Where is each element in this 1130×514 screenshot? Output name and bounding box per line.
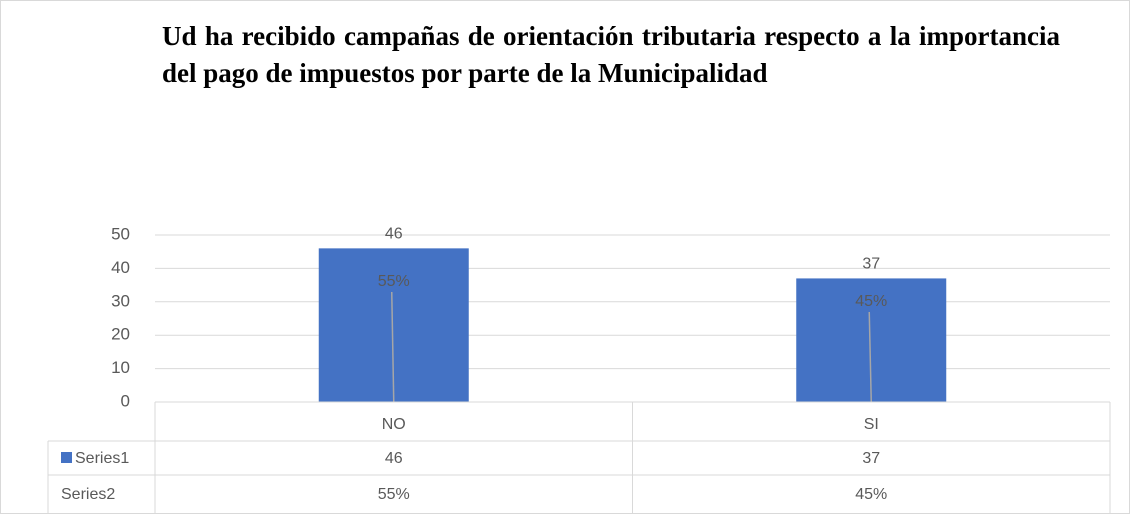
leader-line <box>868 311 872 403</box>
table-cell: 37 <box>862 450 880 467</box>
y-tick-label: 20 <box>111 325 130 344</box>
percent-label: 45% <box>855 293 887 310</box>
y-tick-label: 50 <box>111 224 130 243</box>
y-tick-label: 40 <box>111 258 130 277</box>
table-cell: 45% <box>855 486 887 503</box>
data-label: 37 <box>862 256 880 273</box>
data-label: 46 <box>385 226 403 243</box>
legend-marker <box>61 452 72 463</box>
percent-label: 55% <box>378 273 410 290</box>
leader-line <box>391 291 395 403</box>
x-tick-label: SI <box>864 416 879 433</box>
legend-label: Series2 <box>61 486 115 503</box>
chart-title: Ud ha recibido campañas de orientación t… <box>162 21 1060 88</box>
y-tick-label: 0 <box>121 391 130 410</box>
y-tick-label: 10 <box>111 358 130 377</box>
x-tick-label: NO <box>382 416 406 433</box>
y-tick-label: 30 <box>111 291 130 310</box>
table-cell: 55% <box>378 486 410 503</box>
legend-label: Series1 <box>75 450 129 467</box>
table-cell: 46 <box>385 450 403 467</box>
